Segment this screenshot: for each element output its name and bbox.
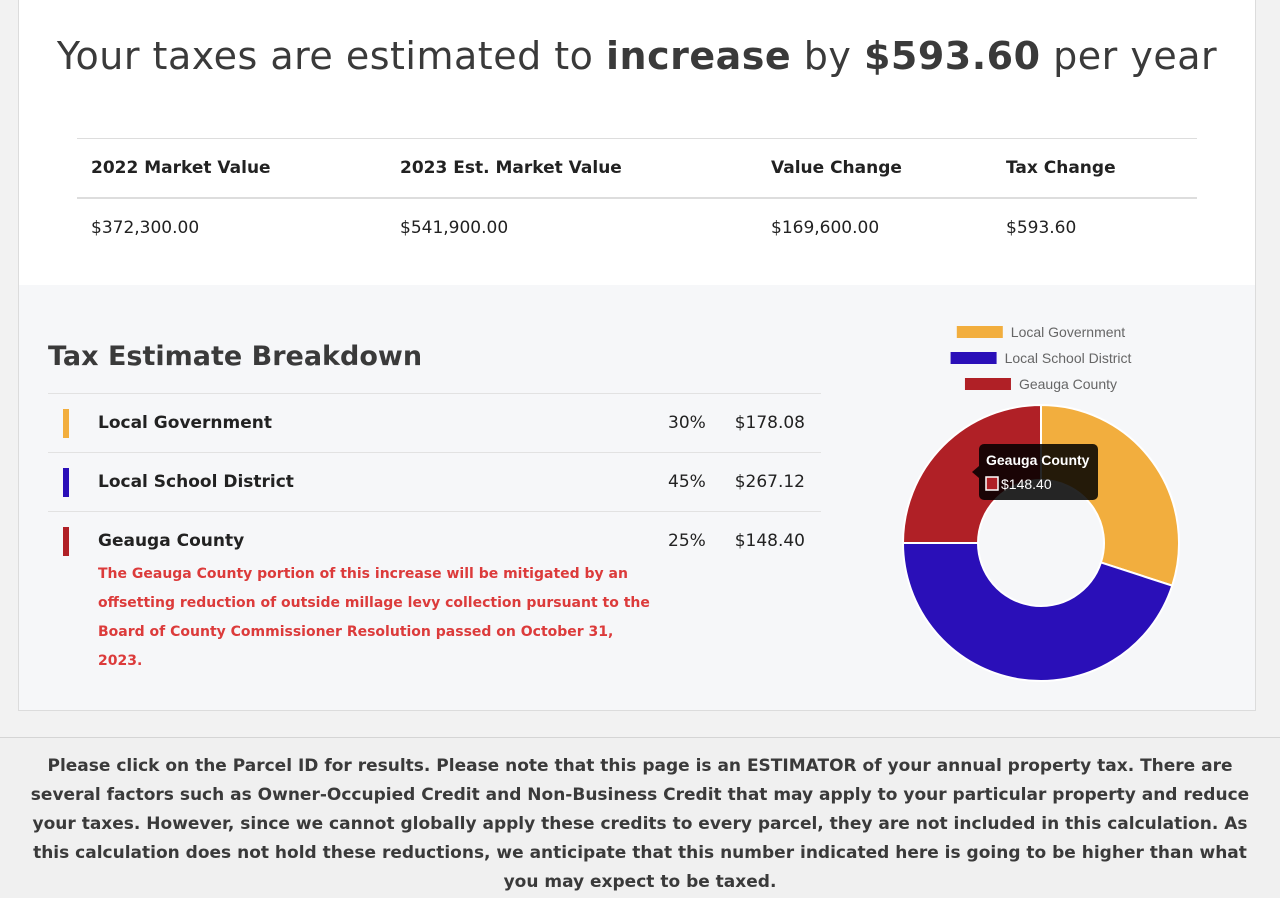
breakdown-title: Tax Estimate Breakdown	[48, 341, 423, 372]
local-school-district-amount: $267.12	[734, 472, 805, 492]
geauga-county-name: Geauga County	[98, 531, 245, 551]
headline-amount: $593.60	[863, 34, 1041, 78]
header-value-change: Value Change	[771, 158, 902, 178]
breakdown-row-local-government: Local Government 30% $178.08	[48, 394, 821, 453]
legend-label-local-school-district[interactable]: Local School District	[1005, 350, 1132, 366]
estimator-disclaimer: Please click on the Parcel ID for result…	[0, 737, 1280, 898]
local-school-district-percent: 45%	[668, 472, 706, 492]
value-2023-market-value: $541,900.00	[400, 218, 509, 238]
breakdown-list: Local Government 30% $178.08 Local Schoo…	[48, 393, 821, 669]
tooltip-background	[979, 444, 1098, 500]
local-school-district-name: Local School District	[98, 472, 294, 492]
local-government-amount: $178.08	[734, 413, 805, 433]
tooltip-title: Geauga County	[986, 452, 1090, 468]
chart-tooltip: Geauga County $148.40	[972, 444, 1098, 500]
legend-swatch-local-school-district[interactable]	[950, 352, 997, 364]
breakdown-row-geauga-county: Geauga County 25% $148.40 The Geauga Cou…	[48, 512, 821, 669]
summary-table: 2022 Market Value 2023 Est. Market Value…	[77, 138, 1197, 257]
value-2022-market-value: $372,300.00	[91, 218, 200, 238]
disclaimer-text: Please click on the Parcel ID for result…	[30, 756, 1250, 892]
chart-legend[interactable]: Local Government Local School District Gea…	[950, 324, 1132, 392]
header-2023-market-value: 2023 Est. Market Value	[400, 158, 622, 178]
summary-header-row: 2022 Market Value 2023 Est. Market Value…	[77, 139, 1197, 199]
geauga-county-mitigation-note: The Geauga County portion of this increa…	[98, 566, 650, 669]
header-2022-market-value: 2022 Market Value	[91, 158, 271, 178]
estimate-headline: Your taxes are estimated to increase by …	[19, 34, 1255, 78]
slice-geauga-county[interactable]	[901, 403, 1042, 544]
breakdown-row-local-school-district: Local School District 45% $267.12	[48, 453, 821, 512]
legend-label-geauga-county[interactable]: Geauga County	[1019, 376, 1117, 392]
local-school-district-swatch	[63, 468, 69, 497]
value-tax-change: $593.60	[1006, 218, 1077, 238]
geauga-county-amount: $148.40	[734, 531, 805, 551]
geauga-county-swatch	[63, 527, 69, 556]
slice-local-school-district[interactable]	[901, 542, 1174, 682]
legend-swatch-geauga-county[interactable]	[964, 378, 1011, 390]
tooltip-color-box	[985, 476, 999, 491]
headline-suffix: per year	[1053, 34, 1218, 78]
local-government-percent: 30%	[668, 413, 706, 433]
tooltip-value: $148.40	[1001, 476, 1052, 492]
headline-prefix: Your taxes are estimated to	[56, 34, 594, 78]
summary-value-row: $372,300.00 $541,900.00 $169,600.00 $593…	[77, 199, 1197, 257]
local-government-name: Local Government	[98, 413, 273, 433]
headline-direction: increase	[606, 34, 792, 78]
geauga-county-percent: 25%	[668, 531, 706, 551]
tax-doughnut-chart[interactable]: Local Government Local School District Gea…	[0, 0, 1280, 710]
legend-label-local-government[interactable]: Local Government	[1011, 324, 1126, 340]
legend-swatch-local-government[interactable]	[956, 326, 1003, 338]
value-value-change: $169,600.00	[771, 218, 880, 238]
local-government-swatch	[63, 409, 69, 438]
headline-middle: by	[803, 34, 852, 78]
estimate-card: Your taxes are estimated to increase by …	[18, 0, 1256, 711]
header-tax-change: Tax Change	[1006, 158, 1116, 178]
tooltip-caret	[972, 466, 979, 478]
